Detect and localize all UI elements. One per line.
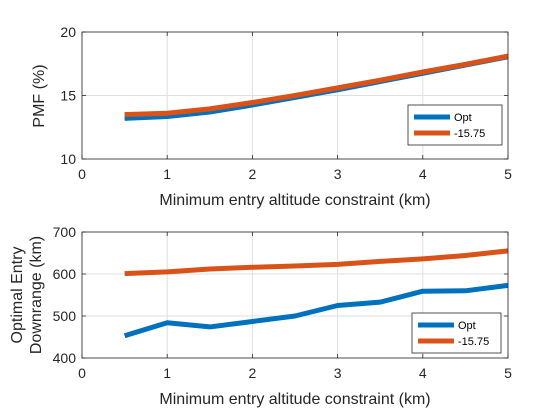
y-tick-label: 600 [53,266,77,282]
x-tick-label: 2 [249,166,257,182]
y-axis-label: Downrange (km) [28,236,45,354]
x-tick-label: 4 [419,365,427,381]
x-tick-label: 5 [504,365,512,381]
y-tick-label: 15 [60,88,76,104]
x-tick-label: 1 [163,365,171,381]
x-tick-label: 4 [419,166,427,182]
axes-frame [81,231,509,359]
x-axis-label: Minimum entry altitude constraint (km) [159,391,430,408]
chart-panel-1: 0 1 2 3 4 5 10 15 20 Minimum entry altitude const… [31,24,512,209]
x-tick-label: 2 [249,365,257,381]
y-tick-label: 10 [60,151,76,167]
y-tick-label: 500 [53,308,77,324]
legend-entry-label: Opt [454,112,472,124]
x-tick-label: 5 [504,166,512,182]
legend-box [411,312,502,354]
x-tick-label: 3 [334,365,342,381]
x-axis-label: Minimum entry altitude constraint (km) [159,192,430,209]
legend-entry-label: -15.75 [458,336,489,348]
x-tick-label: 3 [334,166,342,182]
x-tick-label: 0 [78,365,86,381]
chart-panel-2: 0 1 2 3 4 5 400 500 600 700 Minimum entry altitude… [9,224,512,408]
legend: Opt -15.75 [407,104,503,146]
legend-entry-label: -15.75 [454,128,485,140]
series-line-1575 [124,248,509,277]
legend-entry-label: Opt [458,320,476,332]
y-tick-label: 700 [53,224,77,240]
series-line-opt [123,282,509,339]
legend: Opt -15.75 [411,312,502,354]
y-axis-label: Optimal Entry [9,247,26,344]
y-tick-label: 400 [53,350,77,366]
y-axis-label: PMF (%) [31,64,48,127]
y-tick-label: 20 [60,24,76,40]
series-line-1575 [124,53,509,118]
legend-box [407,104,503,146]
x-tick-label: 1 [163,166,171,182]
x-tick-label: 0 [78,166,86,182]
